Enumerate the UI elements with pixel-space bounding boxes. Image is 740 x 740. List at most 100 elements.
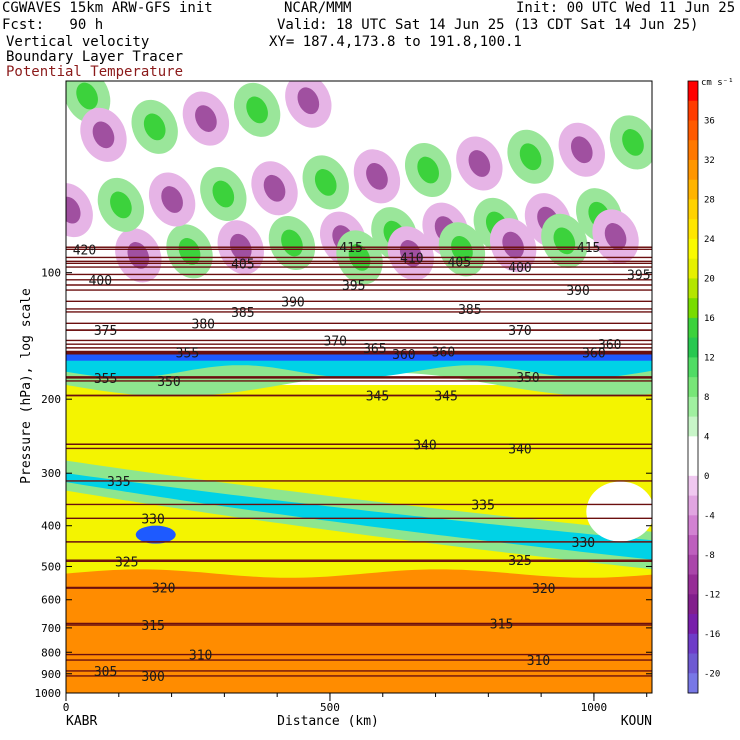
org-label: NCAR/MMM (284, 0, 352, 16)
colorbar-swatch (688, 179, 698, 200)
colorbar-swatch (688, 317, 698, 339)
colorbar-swatch (688, 633, 698, 655)
y-tick-label: 100 (41, 267, 61, 280)
w-blob-core (246, 96, 268, 124)
theta-contour-label: 395 (627, 268, 650, 283)
w-blob-core (161, 186, 183, 213)
cross-section-endpoints: XY= 187.4,173.8 to 191.8,100.1 (269, 34, 522, 50)
colorbar-swatch (688, 475, 698, 497)
plot-frame (65, 80, 653, 694)
theta-contour-label: 340 (508, 442, 531, 457)
colorbar-swatch (688, 258, 698, 279)
colorbar-label: 36 (704, 116, 715, 126)
colorbar-label: 8 (704, 393, 709, 403)
colorbar-swatch (688, 337, 698, 358)
field-boundary-layer-tracer: Boundary Layer Tracer (6, 49, 184, 65)
theta-contour-label: 360 (582, 347, 605, 362)
forecast-hour: Fcst: 90 h (2, 17, 104, 33)
theta-contour-label: 300 (141, 670, 164, 685)
w-blob-core (212, 180, 235, 208)
theta-contour-label: 390 (281, 295, 304, 310)
theta-contour-label: 305 (94, 665, 117, 680)
w-blob-core (519, 143, 542, 171)
theta-contours: 420 415 415 400 405 410 405 400 395 395 390 390 385 3… (66, 241, 652, 685)
theta-contour-label: 420 (73, 243, 96, 258)
colorbar-swatch (688, 100, 698, 121)
colorbar-label: 16 (704, 314, 715, 324)
colorbar-swatch (688, 159, 698, 181)
colorbar-label: 20 (704, 274, 715, 284)
model-title: CGWAVES 15km ARW-GFS init (2, 0, 213, 16)
theta-contour-label: 310 (527, 654, 550, 669)
blt-blue-pocket (135, 525, 176, 544)
theta-contour-label: 360 (432, 345, 455, 360)
init-time: Init: 00 UTC Wed 11 Jun 25 (516, 0, 736, 16)
theta-contour-label: 410 (400, 251, 423, 266)
w-blob-core (314, 169, 337, 196)
colorbar-swatch (688, 278, 698, 299)
theta-contour-label: 400 (508, 261, 531, 276)
w-blob-core (92, 121, 115, 149)
y-tick-label: 200 (41, 393, 61, 406)
colorbar-swatch (688, 456, 698, 477)
colorbar-frame (687, 80, 699, 694)
theta-contour-label: 335 (471, 498, 494, 513)
colorbar-swatch (688, 298, 698, 319)
colorbar-swatch (688, 614, 698, 635)
theta-contour-label: 355 (176, 347, 199, 362)
theta-contour-label: 370 (508, 324, 531, 339)
x-axis-title: Distance (km) (277, 714, 379, 729)
theta-contour-label: 320 (532, 582, 555, 597)
colorbar-swatch (688, 673, 698, 694)
colorbar-swatch (688, 436, 698, 457)
colorbar-swatch (688, 238, 698, 260)
colorbar-swatch (688, 357, 698, 378)
y-tick-label: 800 (41, 646, 61, 659)
colorbar-swatch (688, 535, 698, 556)
x-tick-label: 500 (320, 701, 340, 714)
theta-contour-label: 360 (392, 348, 415, 363)
colorbar-label: 12 (704, 353, 715, 363)
w-blob-core (263, 174, 286, 202)
valid-time: Valid: 18 UTC Sat 14 Jun 25 (13 CDT Sat … (277, 17, 699, 33)
w-blob-core (417, 156, 439, 184)
theta-contour-label: 405 (448, 255, 471, 270)
field-vertical-velocity: Vertical velocity (6, 34, 150, 50)
theta-contour-label: 315 (141, 619, 164, 634)
colorbar-swatch (688, 81, 698, 102)
colorbar-swatch (688, 199, 698, 220)
w-blob-core (297, 87, 320, 115)
colorbar-swatch (688, 377, 698, 398)
colorbar-swatch (688, 574, 698, 595)
theta-contour-label: 325 (115, 555, 138, 570)
endpoint-right: KOUN (621, 714, 652, 729)
theta-contour-label: 400 (89, 274, 112, 289)
colorbar-swatch (688, 396, 698, 418)
w-blob-core (110, 191, 132, 219)
field-potential-temperature: Potential Temperature (6, 64, 184, 80)
y-tick-label: 700 (41, 622, 61, 635)
colorbar-swatch (688, 653, 698, 674)
w-blob-core (76, 82, 98, 110)
colorbar-swatch (688, 416, 698, 437)
theta-contour-label: 375 (94, 324, 117, 339)
theta-contour-label: 345 (434, 390, 457, 405)
theta-contour-label: 335 (107, 475, 130, 490)
endpoint-left: KABR (66, 714, 97, 729)
theta-contour-label: 395 (342, 279, 365, 294)
w-blob-core (195, 105, 217, 132)
theta-contour-label: 415 (577, 241, 600, 256)
theta-contour-label: 405 (231, 257, 254, 272)
colorbar-label: -4 (704, 511, 715, 521)
blt-clear-pocket (586, 481, 652, 542)
theta-contour-label: 350 (157, 375, 180, 390)
w-blob-core (468, 150, 491, 177)
blt-cyan-band (66, 356, 652, 378)
w-blob-core (143, 113, 166, 141)
colorbar-label: -12 (704, 590, 720, 600)
y-tick-label: 600 (41, 594, 61, 607)
colorbar-swatch (688, 140, 698, 161)
x-tick-label: 1000 (581, 701, 608, 714)
